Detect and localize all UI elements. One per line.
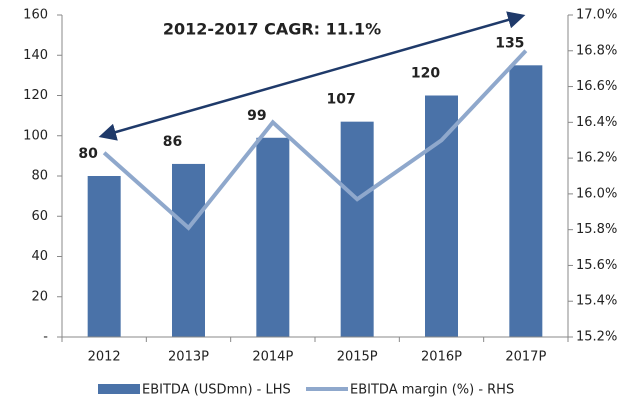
y2-tick-label: 16.2%: [576, 151, 617, 166]
bars: [87, 65, 543, 337]
x-tick-label: 2014P: [252, 350, 293, 365]
y-tick-label: -: [43, 330, 48, 345]
y-tick-label: 60: [31, 209, 48, 224]
y2-tick-label: 15.8%: [576, 222, 617, 237]
value-label: 86: [163, 134, 182, 150]
legend-label: EBITDA margin (%) - RHS: [350, 383, 514, 398]
x-tick-label: 2013P: [168, 350, 209, 365]
y2-tick-label: 16.8%: [576, 43, 617, 58]
y2-tick-label: 17.0%: [576, 8, 617, 23]
bar: [340, 121, 374, 337]
value-label: 80: [78, 146, 98, 162]
margin-line: [102, 49, 528, 231]
value-label: 120: [411, 66, 440, 82]
y-tick-label: 160: [23, 8, 48, 23]
y2-tick-label: 15.2%: [576, 330, 617, 345]
x-tick-label: 2012: [88, 350, 121, 365]
x-tick-label: 2017P: [505, 350, 546, 365]
y-tick-label: 40: [31, 249, 48, 264]
y-tick-label: 100: [23, 128, 48, 143]
value-label: 107: [327, 92, 356, 108]
y2-tick-label: 15.4%: [576, 294, 617, 309]
bar: [87, 176, 121, 337]
value-label: 135: [495, 35, 524, 51]
legend-label: EBITDA (USDmn) - LHS: [142, 383, 291, 398]
cagr-arrow: [98, 11, 526, 141]
y-tick-label: 120: [23, 88, 48, 103]
y2-tick-label: 15.6%: [576, 258, 617, 273]
bar: [509, 65, 543, 337]
legend-swatch: [98, 384, 140, 394]
bar: [425, 95, 458, 337]
bar: [172, 163, 205, 337]
value-label: 99: [247, 108, 266, 124]
y2-tick-label: 16.4%: [576, 115, 617, 130]
y-tick-label: 80: [31, 169, 48, 184]
y-tick-label: 20: [31, 289, 48, 304]
annotation: 2012-2017 CAGR: 11.1%: [163, 20, 381, 39]
x-tick-label: 2016P: [421, 350, 462, 365]
bar: [256, 137, 290, 337]
y-tick-label: 140: [23, 48, 48, 63]
y2-tick-label: 16.0%: [576, 186, 617, 201]
y2-tick-label: 16.6%: [576, 79, 617, 94]
x-tick-label: 2015P: [337, 350, 378, 365]
